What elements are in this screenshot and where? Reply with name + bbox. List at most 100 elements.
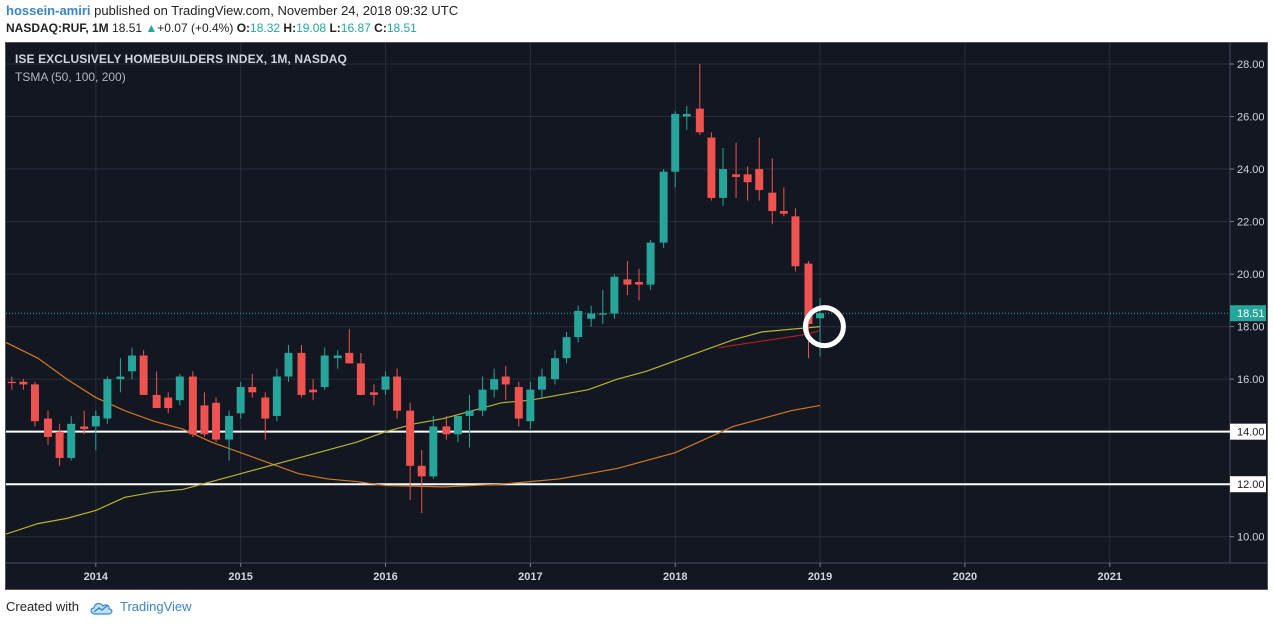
candle-body bbox=[453, 415, 462, 435]
candle-body bbox=[320, 355, 329, 388]
candle-body bbox=[67, 423, 76, 458]
candle-body bbox=[743, 174, 752, 183]
candle-body bbox=[623, 279, 632, 285]
candle-up bbox=[719, 148, 727, 206]
candle-body bbox=[309, 389, 318, 393]
annotation-circle bbox=[802, 305, 846, 349]
high-label: H: bbox=[283, 21, 297, 35]
indicator-label[interactable]: TSMA (50, 100, 200) bbox=[15, 70, 126, 84]
candle-up bbox=[284, 345, 293, 382]
candle-body bbox=[188, 376, 197, 435]
candle-body bbox=[272, 376, 281, 416]
candle-up bbox=[562, 331, 571, 364]
candle-body bbox=[429, 426, 438, 477]
candle-up bbox=[659, 169, 668, 248]
candle-down bbox=[623, 260, 632, 296]
candle-body bbox=[478, 389, 487, 411]
candle-body bbox=[80, 426, 89, 430]
candle-down bbox=[791, 208, 800, 272]
low-label: L: bbox=[329, 21, 341, 35]
candle-body bbox=[55, 431, 64, 458]
candle-down bbox=[248, 373, 257, 398]
candle-up bbox=[429, 415, 438, 479]
candle-up bbox=[490, 368, 499, 398]
candle-body bbox=[7, 381, 16, 384]
candle-body bbox=[417, 465, 426, 477]
candle-up bbox=[272, 368, 281, 422]
candle-up bbox=[453, 415, 462, 443]
candle-body bbox=[369, 392, 378, 395]
chart-frame bbox=[5, 42, 1268, 590]
low-value: 16.87 bbox=[340, 21, 371, 35]
candle-down bbox=[164, 392, 173, 414]
candle-up bbox=[598, 289, 607, 325]
candle-body bbox=[225, 415, 234, 440]
candle-up bbox=[526, 381, 535, 430]
author-link[interactable]: hossein-amiri bbox=[6, 3, 91, 18]
candle-body bbox=[175, 376, 184, 401]
candle-down bbox=[80, 410, 89, 435]
price-tick-label: 28.00 bbox=[1237, 59, 1265, 71]
candle-body bbox=[574, 310, 583, 338]
price-change: +0.07 (+0.4%) bbox=[157, 21, 234, 35]
candle-body bbox=[152, 394, 161, 409]
candle-up bbox=[91, 410, 100, 451]
candle-body bbox=[816, 313, 825, 319]
symbol-ohlc-line: NASDAQ:RUF, 1M 18.51 ▲+0.07 (+0.4%) O:18… bbox=[6, 21, 417, 35]
candle-body bbox=[116, 376, 125, 380]
candle-body bbox=[465, 410, 474, 416]
candle-up bbox=[67, 415, 76, 461]
candle-up bbox=[225, 410, 234, 461]
candle-body bbox=[732, 174, 741, 177]
candle-down bbox=[804, 260, 813, 359]
open-value: 18.32 bbox=[250, 21, 281, 35]
candle-up bbox=[381, 371, 390, 395]
price-chart[interactable]: 10.00 12.00 14.00 16.00 18.00 20.00 22.00 24.00… bbox=[6, 43, 1267, 589]
up-arrow-icon: ▲ bbox=[145, 21, 158, 35]
candle-up bbox=[551, 350, 559, 385]
candle-up bbox=[465, 394, 474, 448]
chart-title: ISE EXCLUSIVELY HOMEBUILDERS INDEX, 1M, … bbox=[15, 52, 347, 66]
candle-up bbox=[103, 376, 112, 424]
candle-body bbox=[682, 113, 691, 117]
candle-body bbox=[442, 426, 451, 435]
candle-body bbox=[200, 405, 209, 435]
candle-body bbox=[345, 352, 354, 364]
time-tick-label: 2015 bbox=[228, 571, 252, 583]
price-tick-label: 16.00 bbox=[1237, 374, 1265, 386]
price-tick-label: 24.00 bbox=[1237, 164, 1265, 176]
candle-down bbox=[635, 268, 643, 301]
candle-down bbox=[200, 392, 209, 437]
candle-down bbox=[356, 352, 365, 395]
candle-body bbox=[19, 381, 28, 385]
candle-body bbox=[297, 352, 306, 395]
candle-down bbox=[779, 187, 788, 217]
time-tick-label: 2018 bbox=[663, 571, 687, 583]
close-label: C: bbox=[374, 21, 387, 35]
candle-body bbox=[526, 389, 535, 422]
candle-body bbox=[103, 379, 112, 419]
tradingview-link[interactable]: TradingView bbox=[120, 599, 192, 614]
candle-up bbox=[320, 347, 329, 390]
candle-down bbox=[442, 415, 451, 440]
candle-body bbox=[164, 397, 173, 409]
last-price: 18.51 bbox=[112, 21, 143, 35]
symbol-label: NASDAQ:RUF, 1M bbox=[6, 21, 109, 35]
candle-down bbox=[514, 381, 523, 427]
candle-up bbox=[646, 239, 655, 290]
candle-down bbox=[44, 410, 52, 445]
level-badge bbox=[1230, 476, 1266, 493]
candle-up bbox=[671, 111, 680, 188]
candle-body bbox=[139, 355, 148, 395]
footer: Created with TradingView bbox=[6, 599, 192, 615]
candle-down bbox=[743, 166, 752, 201]
last-price-badge bbox=[1230, 305, 1266, 322]
candle-down bbox=[501, 366, 510, 401]
candle-down bbox=[152, 371, 161, 409]
candle-body bbox=[598, 313, 607, 315]
candle-down bbox=[695, 64, 704, 135]
candle-down bbox=[7, 376, 16, 390]
candle-up bbox=[537, 368, 546, 398]
candle-body bbox=[755, 169, 764, 191]
time-tick-label: 2021 bbox=[1098, 571, 1122, 583]
